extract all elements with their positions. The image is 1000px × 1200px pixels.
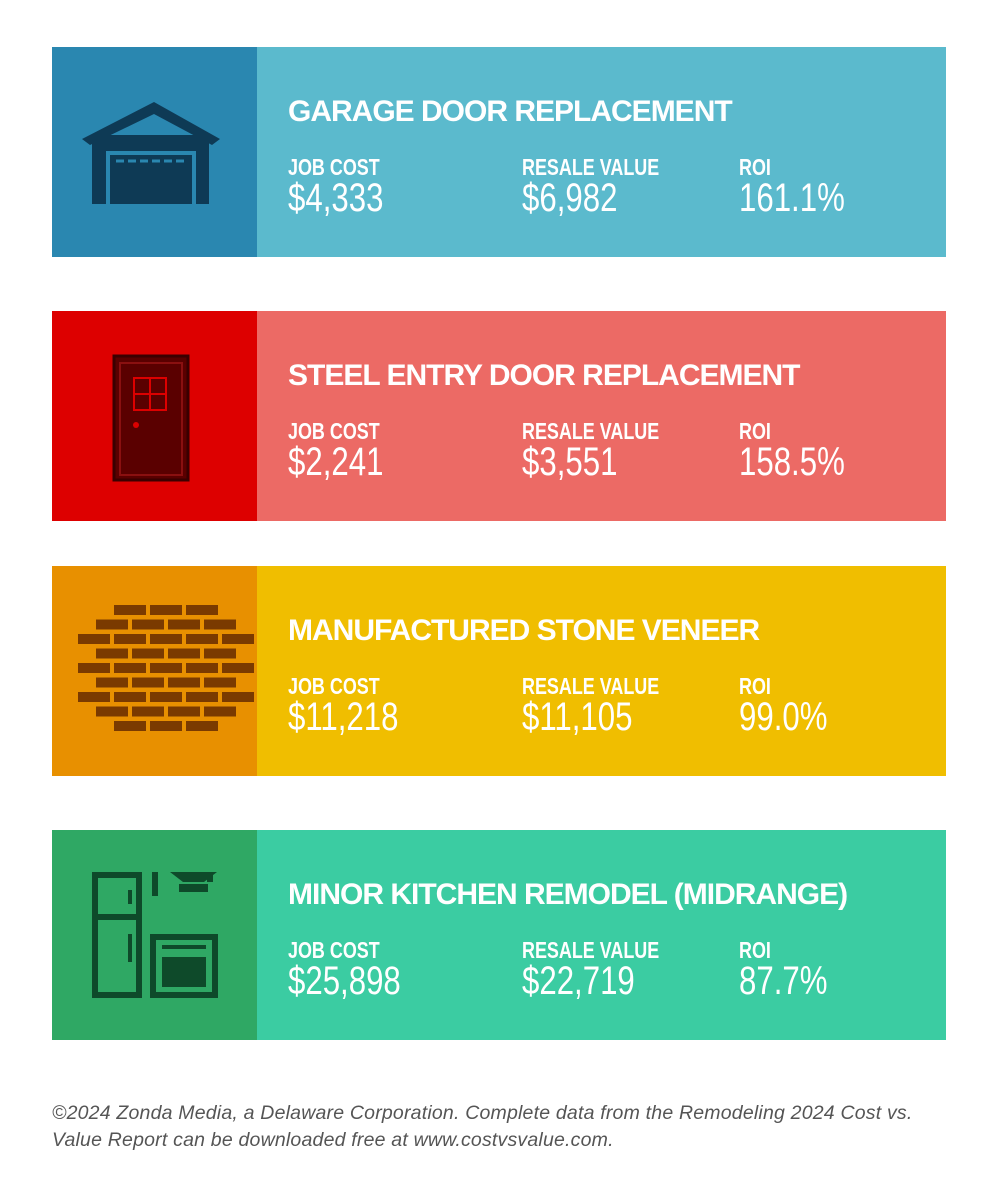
- brick: [186, 605, 218, 615]
- label: JOB COST: [288, 154, 380, 180]
- brick: [132, 706, 164, 717]
- brick: [150, 721, 182, 731]
- brick: [168, 648, 200, 659]
- card-title: STEEL ENTRY DOOR REPLACEMENT: [288, 359, 801, 392]
- icon-panel: [52, 830, 257, 1040]
- label: JOB COST: [288, 673, 380, 699]
- value: 158.5%: [739, 440, 845, 484]
- value: 99.0%: [739, 695, 828, 739]
- brick: [168, 706, 200, 717]
- brick: [204, 706, 236, 717]
- label: RESALE VALUE: [522, 418, 660, 444]
- label: ROI: [739, 418, 771, 444]
- brick: [114, 692, 146, 702]
- label: ROI: [739, 673, 771, 699]
- brick: [168, 677, 200, 688]
- label: ROI: [739, 937, 771, 963]
- card-title: MINOR KITCHEN REMODEL (MIDRANGE): [288, 878, 848, 911]
- card-body: MINOR KITCHEN REMODEL (MIDRANGE) JOB COS…: [257, 830, 946, 1040]
- brick: [78, 634, 110, 644]
- card-body: STEEL ENTRY DOOR REPLACEMENT JOB COST $2,…: [257, 311, 946, 521]
- brick-icon: [78, 605, 254, 731]
- label: JOB COST: [288, 418, 380, 444]
- brick: [114, 634, 146, 644]
- card-body: MANUFACTURED STONE VENEER JOB COST $11,21…: [257, 566, 946, 776]
- brick: [114, 663, 146, 673]
- brick: [114, 605, 146, 615]
- brick: [204, 677, 236, 688]
- brick: [222, 634, 254, 644]
- brick: [186, 663, 218, 673]
- brick: [186, 692, 218, 702]
- card: STEEL ENTRY DOOR REPLACEMENT JOB COST $2,…: [52, 311, 946, 521]
- brick: [168, 619, 200, 630]
- footer: ©2024 Zonda Media, a Delaware Corporatio…: [52, 1102, 913, 1151]
- card-title: GARAGE DOOR REPLACEMENT: [288, 95, 733, 128]
- garage-icon: [82, 102, 220, 204]
- brick: [186, 721, 218, 731]
- value: 161.1%: [739, 176, 845, 220]
- brick: [186, 634, 218, 644]
- icon-panel: [52, 566, 257, 776]
- value: $25,898: [288, 959, 401, 1003]
- icon-panel: [52, 311, 257, 521]
- value: $2,241: [288, 440, 384, 484]
- brick: [78, 692, 110, 702]
- brick: [222, 663, 254, 673]
- card-title: MANUFACTURED STONE VENEER: [288, 614, 760, 647]
- value: $3,551: [522, 440, 618, 484]
- brick: [78, 663, 110, 673]
- value: $11,218: [288, 695, 399, 739]
- card: MANUFACTURED STONE VENEER JOB COST $11,21…: [52, 566, 946, 776]
- brick: [204, 619, 236, 630]
- brick: [96, 648, 128, 659]
- door-icon: [112, 354, 190, 482]
- brick: [150, 692, 182, 702]
- brick: [132, 648, 164, 659]
- brick: [204, 648, 236, 659]
- value: $6,982: [522, 176, 618, 220]
- value: $4,333: [288, 176, 384, 220]
- brick: [150, 663, 182, 673]
- brick: [132, 619, 164, 630]
- kitchen-icon: [92, 872, 218, 998]
- label: JOB COST: [288, 937, 380, 963]
- brick: [222, 692, 254, 702]
- value: $22,719: [522, 959, 635, 1003]
- card: GARAGE DOOR REPLACEMENT JOB COST $4,333 R…: [52, 47, 946, 257]
- brick: [96, 706, 128, 717]
- label: RESALE VALUE: [522, 937, 660, 963]
- label: RESALE VALUE: [522, 673, 660, 699]
- label: RESALE VALUE: [522, 154, 660, 180]
- brick: [96, 619, 128, 630]
- icon-panel: [52, 47, 257, 257]
- card-body: GARAGE DOOR REPLACEMENT JOB COST $4,333 R…: [257, 47, 946, 257]
- card: MINOR KITCHEN REMODEL (MIDRANGE) JOB COS…: [52, 830, 946, 1040]
- brick: [150, 634, 182, 644]
- label: ROI: [739, 154, 771, 180]
- brick: [132, 677, 164, 688]
- brick: [114, 721, 146, 731]
- brick: [150, 605, 182, 615]
- value: $11,105: [522, 695, 633, 739]
- value: 87.7%: [739, 959, 828, 1003]
- brick: [96, 677, 128, 688]
